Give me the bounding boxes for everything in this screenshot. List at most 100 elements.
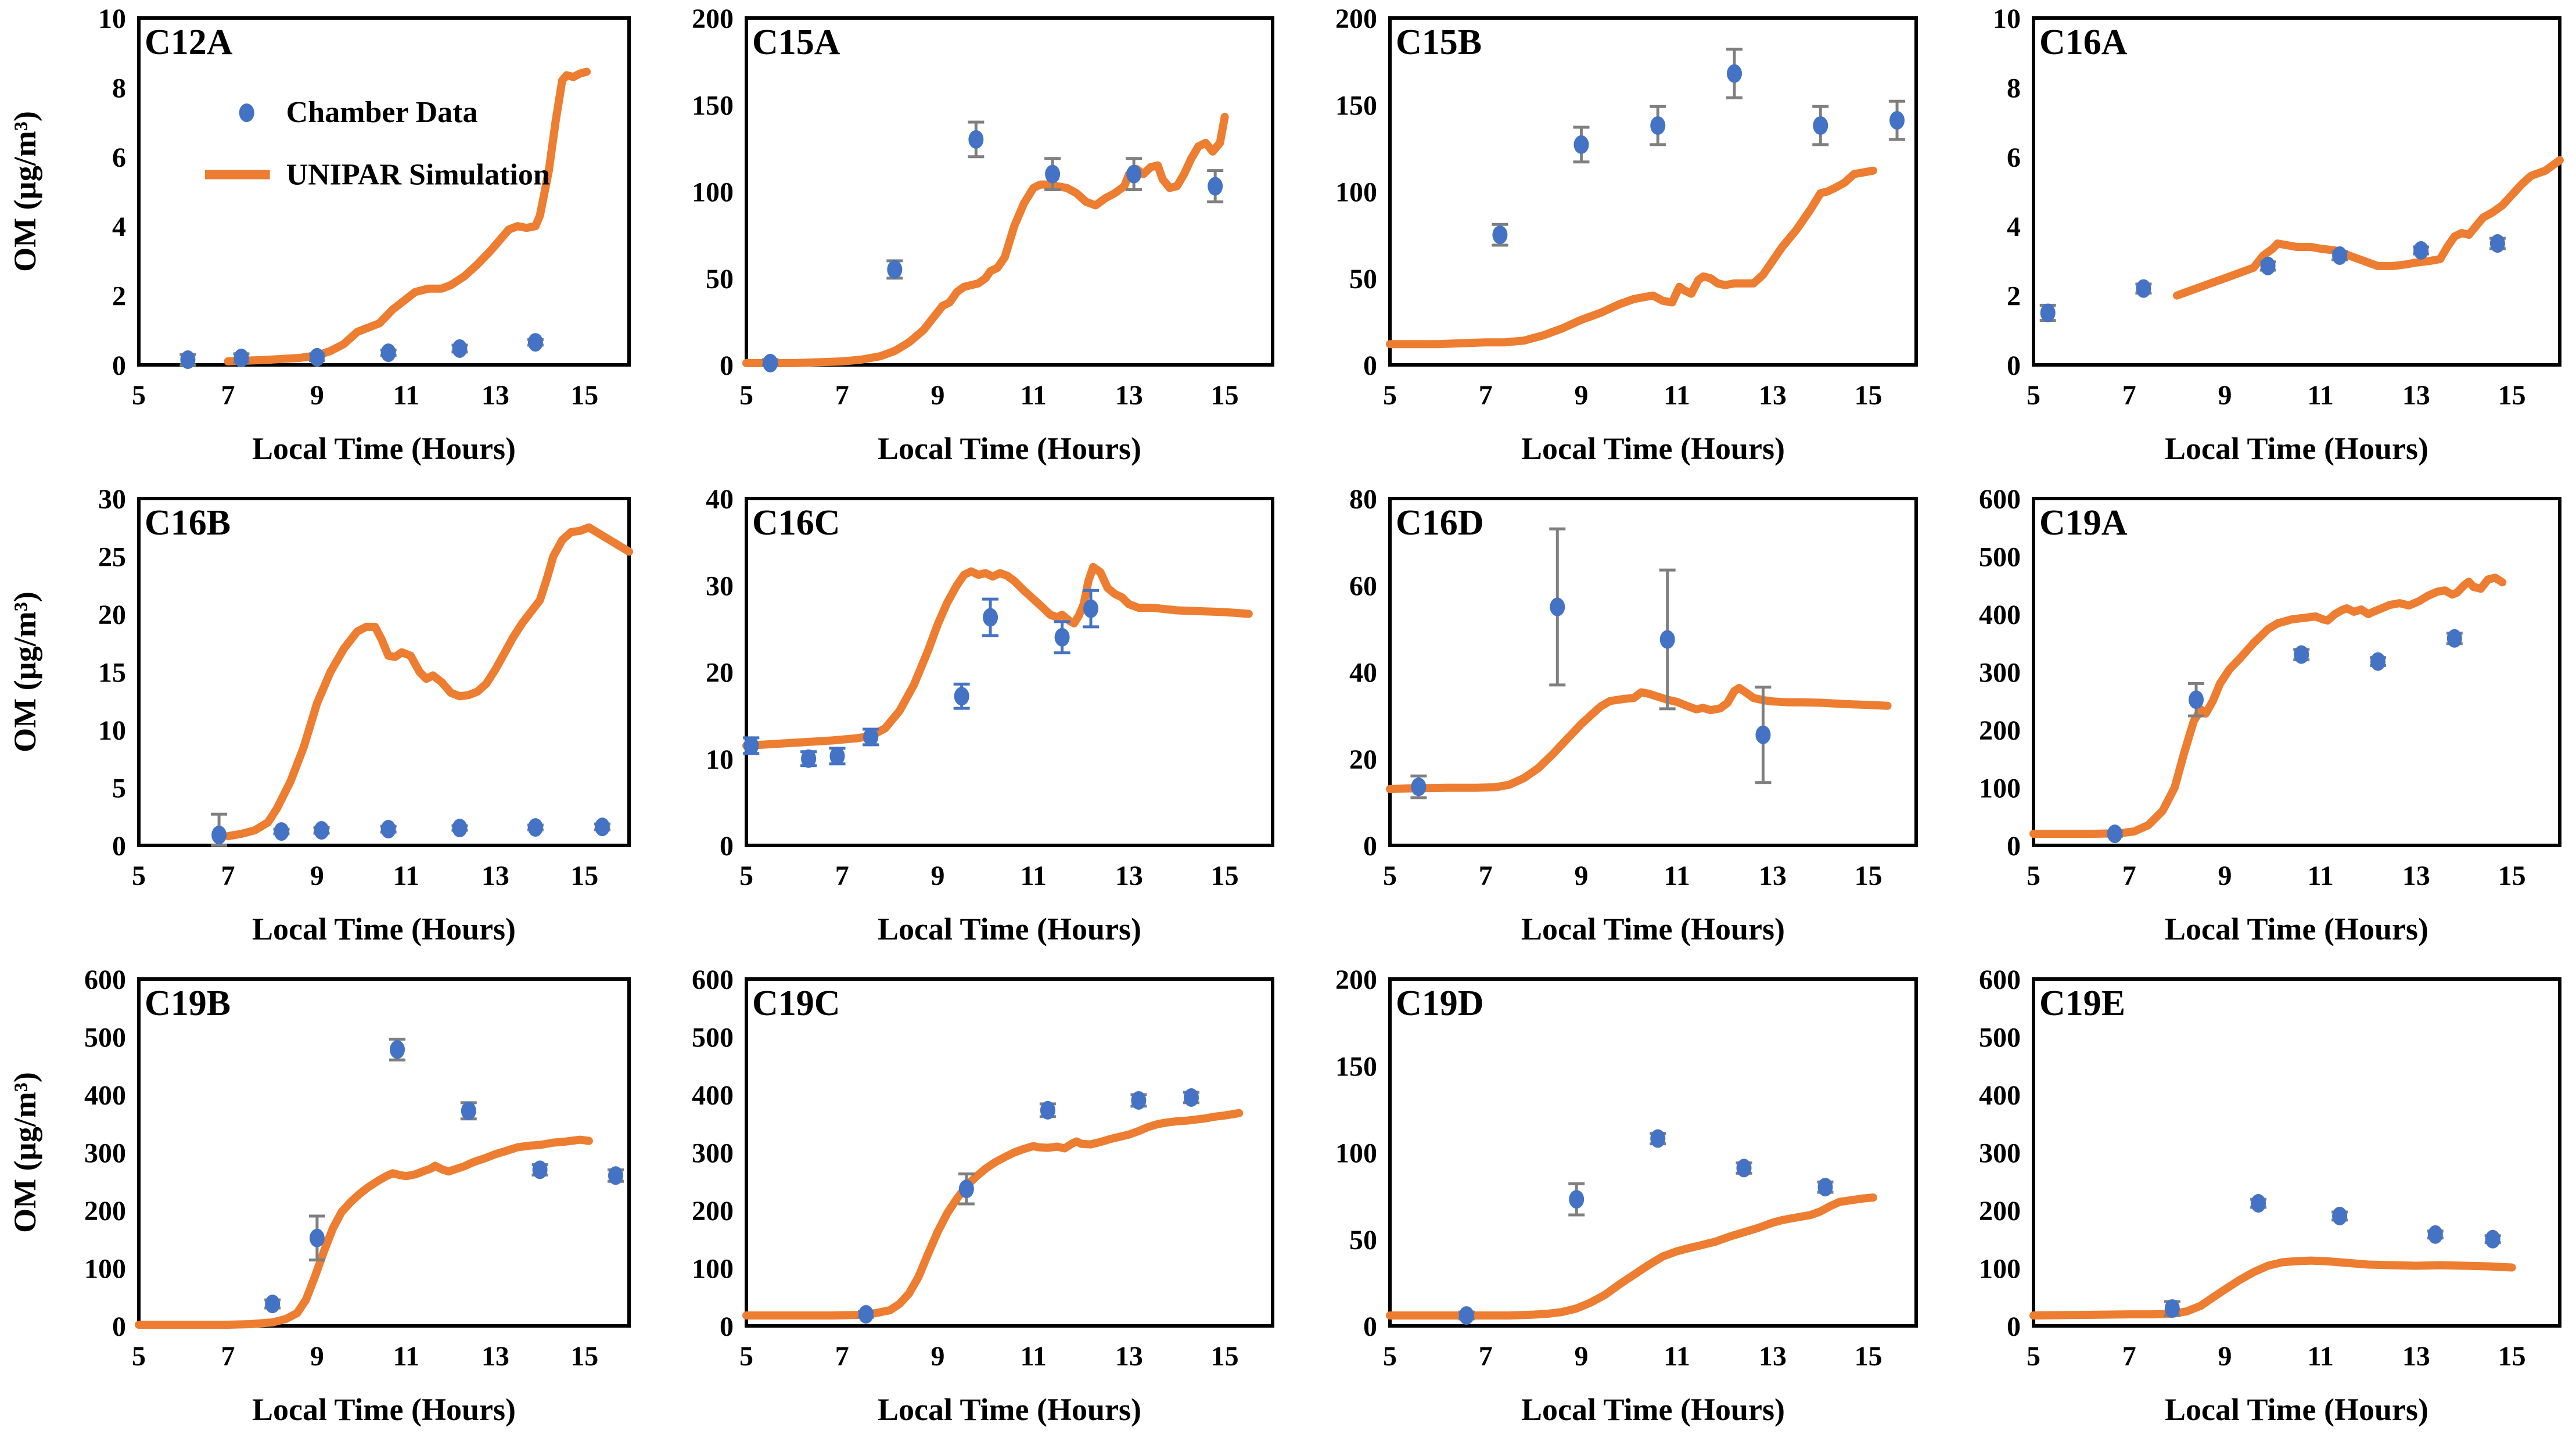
y-tick-label: 10 (706, 744, 734, 775)
x-tick-label: 11 (393, 1341, 419, 1372)
y-tick-label: 200 (1979, 1196, 2021, 1227)
chamber-data-point (743, 736, 759, 755)
x-tick-label: 13 (1115, 860, 1143, 891)
chamber-data-point (314, 821, 329, 840)
y-tick-label: 400 (84, 1080, 126, 1111)
y-tick-label: 0 (2007, 350, 2021, 381)
plot-border (137, 977, 631, 1328)
x-tick-label: 15 (1211, 1341, 1239, 1372)
x-tick-label: 15 (570, 380, 598, 411)
x-tick-label: 9 (2218, 860, 2232, 891)
x-axis-label: Local Time (Hours) (1521, 431, 1785, 466)
panel-title: C19D (1396, 984, 1484, 1023)
chamber-data-point (2332, 1206, 2348, 1225)
chamber-data-point (380, 343, 396, 363)
chart-panel-C16B: 0 5 10 15 20 25 30 5 7 9 11 13 15 C16B Local Time (Hou… (1, 481, 644, 962)
y-tick-label: 0 (112, 350, 126, 381)
chamber-data-point (265, 1295, 281, 1314)
chamber-data-point (968, 130, 984, 149)
chamber-data-point (1813, 116, 1828, 135)
x-axis-label: Local Time (Hours) (2165, 431, 2428, 466)
y-tick-label: 600 (84, 964, 126, 995)
y-tick-label: 600 (1979, 964, 2021, 995)
chamber-data-point (1550, 597, 1565, 616)
y-tick-label: 4 (2007, 211, 2021, 242)
y-tick-label: 25 (98, 542, 126, 573)
chamber-data-point (1755, 725, 1771, 744)
chamber-data-point (527, 333, 543, 352)
y-tick-label: 100 (1979, 773, 2021, 804)
x-tick-label: 9 (930, 860, 944, 891)
x-tick-label: 15 (1855, 380, 1882, 411)
legend-simulation-label: UNIPAR Simulation (286, 159, 550, 192)
chamber-data-point (1659, 630, 1675, 649)
chamber-data-point (233, 349, 249, 368)
chamber-data-point (1492, 225, 1508, 245)
chamber-data-point (2489, 234, 2505, 253)
x-tick-label: 5 (739, 860, 753, 891)
y-tick-label: 500 (1979, 542, 2021, 573)
chart-C19B: 0 100 200 300 400 500 600 5 7 9 11 13 15 C19B Local Ti… (8, 964, 631, 1427)
chamber-data-point (309, 1228, 325, 1247)
simulation-line (742, 113, 1229, 367)
y-tick-label: 100 (1335, 1138, 1377, 1169)
chamber-data-point (1569, 1190, 1585, 1209)
y-tick-label: 400 (1979, 1080, 2021, 1111)
x-tick-label: 5 (2027, 1341, 2040, 1372)
x-tick-label: 13 (1115, 1341, 1143, 1372)
simulation-line (1386, 684, 1892, 793)
y-tick-label: 30 (98, 484, 126, 515)
chart-C19C: 0 100 200 300 400 500 600 5 7 9 11 13 15 C19C Local Ti… (692, 964, 1274, 1427)
x-tick-label: 5 (2027, 380, 2040, 411)
y-tick-label: 200 (692, 1196, 734, 1227)
legend-chamber-label: Chamber Data (286, 96, 478, 129)
chamber-data-point (983, 608, 998, 627)
x-tick-label: 13 (1759, 1341, 1787, 1372)
chamber-data-point (2332, 246, 2348, 265)
x-tick-label: 5 (2027, 860, 2040, 891)
y-tick-label: 300 (84, 1138, 126, 1169)
x-tick-label: 7 (2122, 860, 2136, 891)
y-tick-label: 15 (98, 658, 126, 689)
chamber-data-point (2251, 1194, 2266, 1213)
x-tick-label: 7 (1479, 860, 1493, 891)
x-tick-label: 13 (482, 860, 509, 891)
chamber-data-point (829, 747, 845, 766)
y-tick-label: 0 (720, 350, 734, 381)
chamber-data-point (2107, 824, 2123, 844)
y-tick-label: 600 (1979, 484, 2021, 515)
chamber-data-point (1054, 628, 1070, 647)
x-tick-label: 7 (221, 860, 235, 891)
y-tick-label: 10 (98, 715, 126, 746)
chart-panel-C16A: 0 2 4 6 8 10 5 7 9 11 13 15 C16A Local Time (Hours) (1931, 1, 2575, 481)
y-tick-label: 100 (692, 1254, 734, 1285)
y-tick-label: 20 (706, 658, 734, 689)
panel-title: C19B (145, 984, 231, 1023)
x-tick-label: 7 (1479, 380, 1493, 411)
x-tick-label: 11 (393, 380, 419, 411)
y-tick-label: 200 (84, 1196, 126, 1227)
chart-panel-C19E: 0 100 200 300 400 500 600 5 7 9 11 13 15 C19E Local Ti… (1931, 962, 2575, 1442)
chamber-data-point (763, 354, 778, 373)
x-axis-label: Local Time (Hours) (1521, 1392, 1785, 1427)
y-tick-label: 200 (692, 3, 734, 34)
y-tick-label: 150 (692, 90, 734, 121)
chamber-data-point (1083, 599, 1099, 618)
x-tick-label: 13 (482, 380, 509, 411)
x-tick-label: 13 (2402, 380, 2430, 411)
plot-border (745, 497, 1274, 847)
y-tick-label: 300 (1979, 658, 2021, 689)
x-tick-label: 9 (1574, 380, 1588, 411)
x-tick-label: 13 (482, 1341, 509, 1372)
chart-panel-C19D: 0 50 100 150 200 5 7 9 11 13 15 C19D Local Time (Hou… (1288, 962, 1931, 1442)
y-tick-label: 0 (1363, 1311, 1377, 1342)
plot-border (1388, 16, 1918, 367)
chart-panel-C15B: 0 50 100 150 200 5 7 9 11 13 15 C15B Local Time (Hou… (1288, 1, 1931, 481)
legend-chamber-marker (239, 103, 254, 123)
x-tick-label: 9 (310, 1341, 324, 1372)
y-tick-label: 0 (2007, 1311, 2021, 1342)
chamber-data-point (1208, 177, 1223, 196)
y-tick-label: 400 (692, 1080, 734, 1111)
chart-panel-C19A: 0 100 200 300 400 500 600 5 7 9 11 13 15 C19A Local Ti… (1931, 481, 2575, 962)
